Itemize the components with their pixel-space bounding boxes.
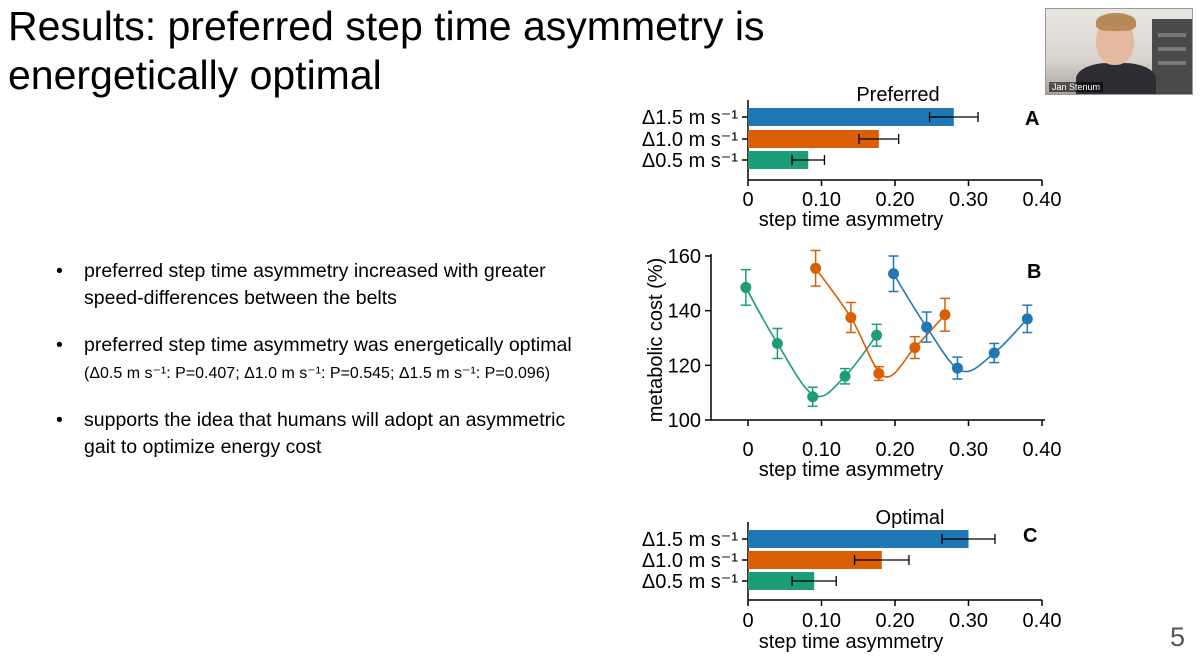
panel-B-y-tick-label: 100: [668, 410, 701, 432]
panel-B-data-point: [988, 347, 1000, 359]
panel-B-data-point: [807, 391, 819, 403]
webcam-video-tile[interactable]: Jan Stenum: [1045, 8, 1193, 95]
panel-A-error-bar: [791, 155, 826, 165]
page-number: 5: [1170, 622, 1186, 652]
panel-C-title: Optimal: [876, 507, 945, 529]
panel-B-data-point: [771, 337, 783, 349]
panel-B-data-point: [873, 368, 885, 380]
panel-C-category-label: Δ0.5 m s⁻¹: [642, 571, 738, 593]
bullet-list: • preferred step time asymmetry increase…: [56, 258, 576, 481]
bullet-text: preferred step time asymmetry was energe…: [84, 334, 572, 356]
panel-B-data-point: [909, 342, 921, 354]
panel-B-y-tick-label: 120: [668, 355, 701, 377]
panel-A-category-label: Δ1.5 m s⁻¹: [642, 107, 738, 129]
panel-B-data-point: [1021, 313, 1033, 325]
panel-C-x-tick-label: 0.20: [876, 610, 915, 632]
panel-C-x-axis-label: step time asymmetry: [759, 631, 943, 653]
panel-C-x-tick-label: 0.10: [802, 610, 841, 632]
panel-B-x-axis-label: step time asymmetry: [759, 459, 943, 481]
panel-C-bar: [748, 530, 969, 548]
panel-C-error-bar: [853, 555, 910, 565]
panel-A-x-tick-label: 0.40: [1023, 189, 1062, 211]
panel-C-category-label: Δ1.0 m s⁻¹: [642, 550, 738, 572]
slide-title-line-1: Results: preferred step time asymmetry i…: [8, 3, 765, 49]
panel-C-bar: [748, 551, 882, 569]
panel-B-x-tick-label: 0.30: [949, 439, 988, 461]
panel-A-x-tick-label: 0.20: [876, 189, 915, 211]
panel-B-data-point: [888, 268, 900, 280]
panel-A-x-tick-label: 0.10: [802, 189, 841, 211]
presenter-name-label: Jan Stenum: [1049, 82, 1104, 92]
panel-B-label: B: [1027, 261, 1041, 283]
panel-B-x-tick-label: 0.10: [802, 439, 841, 461]
panel-B-data-point: [921, 321, 933, 333]
panel-B-data-point: [951, 362, 963, 374]
panel-A-bar: [748, 130, 879, 148]
bullet-dot: •: [56, 409, 63, 431]
panel-B-x-tick-label: 0: [742, 439, 753, 461]
presenter-hair: [1096, 13, 1136, 31]
panel-A-category-label: Δ0.5 m s⁻¹: [642, 150, 738, 172]
panel-C-x-tick-label: 0.30: [949, 610, 988, 632]
panel-C-error-bar: [791, 576, 837, 586]
panel-B-x-tick-label: 0.40: [1023, 439, 1062, 461]
panel-B-fit-curve: [814, 267, 946, 378]
panel-A-title: Preferred: [856, 84, 939, 106]
panel-C-category-label: Δ1.5 m s⁻¹: [642, 529, 738, 551]
panel-A-category-label: Δ1.0 m s⁻¹: [642, 129, 738, 151]
panel-B-data-point: [871, 329, 883, 341]
bullet-stats: (Δ0.5 m s⁻¹: P=0.407; Δ1.0 m s⁻¹: P=0.54…: [84, 365, 551, 382]
bullet-dot: •: [56, 260, 63, 282]
panel-C-x-tick-label: 0.40: [1023, 610, 1062, 632]
panel-B-data-point: [740, 281, 752, 293]
panel-C-label: C: [1023, 525, 1037, 547]
panel-B-fit-curve: [745, 287, 878, 398]
bullet-item: • preferred step time asymmetry was ener…: [56, 332, 576, 387]
bookshelf-background: [1152, 19, 1192, 94]
panel-A-error-bar: [858, 134, 900, 144]
panel-C-x-tick-label: 0: [742, 610, 753, 632]
panel-B-data-point: [845, 312, 857, 323]
bullet-text: supports the idea that humans will adopt…: [84, 409, 566, 458]
bullet-dot: •: [56, 334, 63, 356]
panel-B-y-tick-label: 160: [668, 246, 701, 268]
panel-A-bar: [748, 151, 809, 169]
bullet-item: • supports the idea that humans will ado…: [56, 407, 576, 461]
panel-A-x-tick-label: 0: [742, 189, 753, 211]
slide-title: Results: preferred step time asymmetry i…: [8, 2, 1008, 100]
panel-B-data-point: [810, 262, 822, 274]
panel-A-error-bar: [928, 112, 979, 122]
panel-A-x-tick-label: 0.30: [949, 189, 988, 211]
panel-B-y-tick-label: 140: [668, 301, 701, 323]
panel-B-y-axis-label: metabolic cost (%): [645, 258, 667, 423]
bullet-text: preferred step time asymmetry increased …: [84, 260, 546, 309]
panel-B-data-point: [939, 309, 951, 321]
slide-title-line-2: energetically optimal: [8, 52, 382, 98]
panel-A-label: A: [1025, 108, 1039, 130]
panel-B-x-tick-label: 0.20: [876, 439, 915, 461]
panel-C-error-bar: [941, 534, 996, 544]
panel-A-bar: [748, 108, 954, 126]
panel-B-data-point: [839, 370, 851, 382]
bullet-item: • preferred step time asymmetry increase…: [56, 258, 576, 312]
panel-C-bar: [748, 572, 815, 590]
panel-A-x-axis-label: step time asymmetry: [759, 209, 943, 231]
